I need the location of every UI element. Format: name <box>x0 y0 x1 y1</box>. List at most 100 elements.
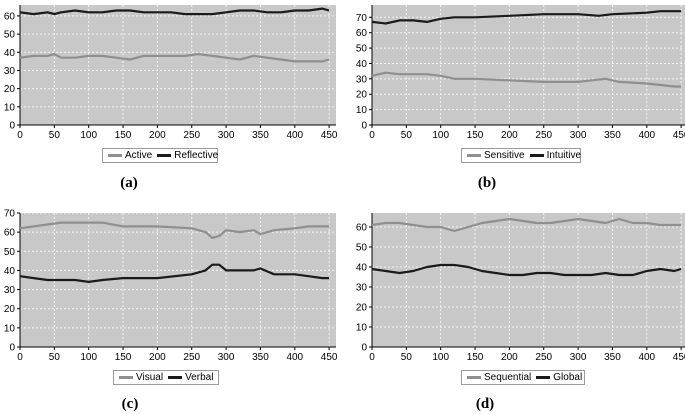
x-tick-label: 400 <box>638 352 655 363</box>
x-tick-label: 150 <box>115 130 132 141</box>
y-tick-label: 20 <box>4 304 16 315</box>
y-tick-label: 50 <box>356 44 368 55</box>
chart-panel-c: 0 10 20 30 40 50 60 70 0 50 100 150 200 250 300 350 400 4… <box>0 208 340 413</box>
x-tick-label: 400 <box>286 352 303 363</box>
x-tick-label: 150 <box>115 352 132 363</box>
legend-swatch <box>168 376 183 379</box>
y-tick-label: 40 <box>356 59 368 70</box>
legend-label: Sequential <box>484 372 532 383</box>
x-tick-label: 200 <box>501 352 518 363</box>
x-tick-label: 200 <box>501 130 518 141</box>
x-tick-label: 450 <box>321 130 338 141</box>
y-tick-label: 50 <box>356 243 368 254</box>
plot-area <box>372 5 685 125</box>
legend-label: Intuitive <box>546 150 582 161</box>
line-chart-a: 0 10 20 30 40 50 60 0 50 100 150 200 250 300 350 400 450 <box>4 5 338 141</box>
x-tick-label: 350 <box>252 130 269 141</box>
y-tick-label: 0 <box>9 121 15 132</box>
x-tick-label: 250 <box>535 130 552 141</box>
y-tick-label: 10 <box>356 105 368 116</box>
x-tick-label: 450 <box>321 352 338 363</box>
series-line-sensitive <box>371 71 682 88</box>
plot-area <box>20 5 336 125</box>
legend-item-active: Active <box>108 150 152 161</box>
legend-label: Sensitive <box>484 150 525 161</box>
x-tick-label: 300 <box>218 130 235 141</box>
legend-item-visual: Visual <box>119 372 163 383</box>
series-line-intuitive <box>371 10 682 25</box>
y-tick-label: 70 <box>356 13 368 24</box>
y-tick-label: 60 <box>356 28 368 39</box>
caption-d: (d) <box>475 396 495 412</box>
legend-swatch <box>467 154 481 157</box>
legend-item-sequential: Sequential <box>467 372 531 383</box>
legend-swatch <box>467 376 481 379</box>
chart-panel-d: 0 10 20 30 40 50 60 0 50 100 150 200 250 300 350 400 450… <box>352 208 685 413</box>
y-tick-label: 30 <box>4 66 16 77</box>
y-tick-label: 50 <box>4 247 16 258</box>
y-tick-label: 0 <box>9 343 15 354</box>
x-tick-label: 100 <box>432 130 449 141</box>
x-tick-label: 250 <box>535 352 552 363</box>
x-tick-label: 150 <box>467 352 484 363</box>
x-tick-label: 250 <box>183 352 200 363</box>
y-tick-label: 0 <box>361 343 367 354</box>
legend-label: Active <box>125 150 153 161</box>
x-tick-label: 50 <box>401 352 413 363</box>
x-tick-label: 300 <box>570 130 587 141</box>
y-tick-label: 40 <box>4 266 16 277</box>
y-tick-label: 20 <box>356 303 368 314</box>
y-tick-label: 30 <box>356 74 368 85</box>
caption-c: (c) <box>121 396 139 412</box>
caption-b: (b) <box>477 175 497 191</box>
legend-swatch <box>119 376 133 379</box>
line-chart-c: 0 10 20 30 40 50 60 70 0 50 100 150 200 250 300 350 400 4… <box>4 209 338 364</box>
legend-swatch <box>536 376 551 379</box>
legend-a: Active Reflective <box>102 148 218 163</box>
legend-d: Sequential Global <box>461 370 585 385</box>
line-chart-d: 0 10 20 30 40 50 60 0 50 100 150 200 250 300 350 400 450 <box>356 213 685 363</box>
legend-item-intuitive: Intuitive <box>529 150 582 161</box>
x-tick-label: 150 <box>467 130 484 141</box>
legend-item-reflective: Reflective <box>157 150 218 161</box>
legend-label: Visual <box>136 372 164 383</box>
x-tick-label: 200 <box>149 130 166 141</box>
x-tick-label: 0 <box>17 130 23 141</box>
x-tick-label: 100 <box>80 130 97 141</box>
legend-swatch <box>157 154 172 157</box>
caption-a: (a) <box>120 175 138 191</box>
x-tick-label: 50 <box>49 352 61 363</box>
chart-panel-a: 0 10 20 30 40 50 60 0 50 100 150 200 250 300 350 400 450… <box>0 0 340 205</box>
legend-swatch <box>108 154 122 157</box>
series-line-active <box>19 52 330 63</box>
y-tick-label: 50 <box>4 30 16 41</box>
series-line-verbal <box>19 263 330 284</box>
y-tick-label: 40 <box>356 263 368 274</box>
legend-label: Global <box>553 372 583 383</box>
series-line-visual <box>19 221 330 239</box>
y-tick-label: 20 <box>356 90 368 101</box>
legend-b: Sensitive Intuitive <box>461 148 581 163</box>
x-tick-label: 200 <box>149 352 166 363</box>
x-tick-label: 400 <box>638 130 655 141</box>
y-tick-label: 0 <box>361 121 367 132</box>
plot-area <box>372 213 685 347</box>
x-tick-label: 100 <box>432 352 449 363</box>
x-tick-label: 100 <box>80 352 97 363</box>
x-tick-label: 50 <box>49 130 61 141</box>
y-tick-label: 30 <box>4 285 16 296</box>
line-chart-b: 0 10 20 30 40 50 60 70 0 50 100 150 200 250 300 350 400 4… <box>356 5 685 141</box>
y-tick-label: 60 <box>4 11 16 22</box>
y-tick-label: 30 <box>356 283 368 294</box>
x-tick-label: 400 <box>286 130 303 141</box>
y-tick-label: 10 <box>4 323 16 334</box>
legend-item-verbal: Verbal <box>168 372 213 383</box>
x-tick-label: 0 <box>369 352 375 363</box>
x-tick-label: 350 <box>604 352 621 363</box>
series-line-sequential <box>371 217 682 233</box>
x-tick-label: 0 <box>369 130 375 141</box>
x-tick-label: 450 <box>673 130 685 141</box>
series-line-reflective <box>19 7 330 16</box>
y-tick-label: 20 <box>4 84 16 95</box>
legend-label: Reflective <box>174 150 219 161</box>
